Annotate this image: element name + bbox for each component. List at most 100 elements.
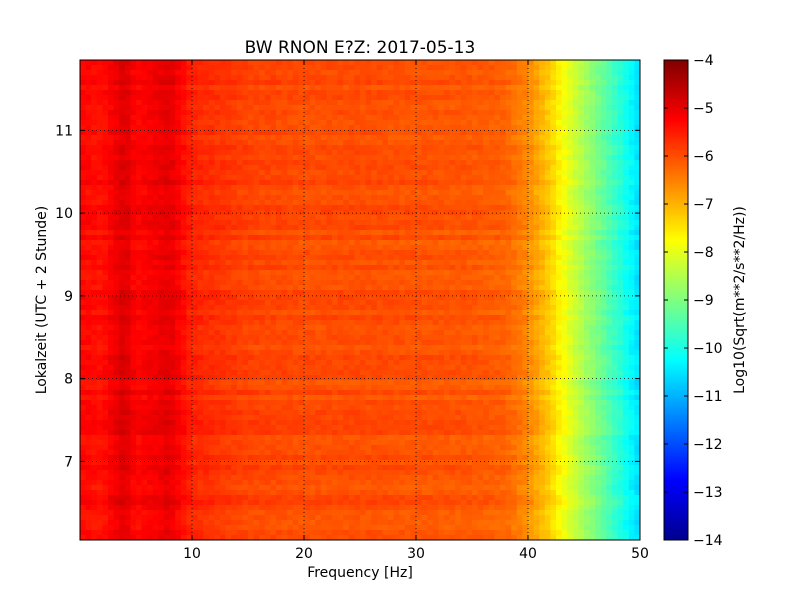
heatmap-cell <box>270 260 277 266</box>
heatmap-cell <box>102 235 109 241</box>
heatmap-cell <box>136 85 142 91</box>
heatmap-cell <box>259 115 266 121</box>
heatmap-cell <box>192 180 198 186</box>
heatmap-cell <box>388 120 394 126</box>
heatmap-cell <box>343 260 350 266</box>
heatmap-cell <box>612 140 618 146</box>
heatmap-cell <box>253 200 260 206</box>
heatmap-cell <box>203 195 210 201</box>
heatmap-cell <box>556 75 562 81</box>
heatmap-cell <box>130 115 137 121</box>
heatmap-cell <box>399 115 406 121</box>
heatmap-cell <box>220 280 226 286</box>
heatmap-cell <box>102 110 109 116</box>
heatmap-cell <box>421 85 428 91</box>
heatmap-cell <box>404 75 411 81</box>
heatmap-cell <box>432 215 439 221</box>
heatmap-cell <box>253 175 260 181</box>
heatmap-cell <box>136 80 142 86</box>
heatmap-cell <box>528 140 534 146</box>
heatmap-cell <box>606 105 613 111</box>
heatmap-cell <box>326 280 333 286</box>
heatmap-cell <box>287 265 294 271</box>
heatmap-cell <box>309 275 316 281</box>
heatmap-cell <box>208 230 215 236</box>
heatmap-cell <box>186 200 193 206</box>
heatmap-cell <box>298 260 305 266</box>
heatmap-cell <box>376 160 383 166</box>
heatmap-cell <box>567 240 574 246</box>
heatmap-cell <box>80 95 86 101</box>
heatmap-cell <box>113 130 120 136</box>
heatmap-cell <box>421 190 428 196</box>
heatmap-cell <box>197 280 204 286</box>
heatmap-cell <box>326 175 333 181</box>
heatmap-cell <box>561 300 568 306</box>
heatmap-cell <box>85 180 92 186</box>
heatmap-cell <box>505 140 512 146</box>
heatmap-cell <box>472 90 478 96</box>
heatmap-cell <box>192 160 198 166</box>
heatmap-cell <box>460 245 467 251</box>
heatmap-cell <box>505 80 512 86</box>
heatmap-cell <box>136 275 142 281</box>
heatmap-cell <box>175 205 182 211</box>
heatmap-cell <box>488 205 495 211</box>
heatmap-cell <box>326 245 333 251</box>
heatmap-cell <box>225 295 232 301</box>
heatmap-cell <box>432 180 439 186</box>
heatmap-cell <box>124 225 131 231</box>
heatmap-cell <box>578 125 585 131</box>
heatmap-cell <box>550 210 557 216</box>
heatmap-cell <box>248 305 254 311</box>
heatmap-cell <box>270 205 277 211</box>
heatmap-cell <box>141 230 148 236</box>
heatmap-cell <box>550 260 557 266</box>
heatmap-cell <box>270 75 277 81</box>
heatmap-cell <box>427 200 434 206</box>
heatmap-cell <box>175 160 182 166</box>
heatmap-cell <box>304 95 310 101</box>
heatmap-cell <box>80 160 86 166</box>
heatmap-cell <box>488 280 495 286</box>
heatmap-cell <box>136 280 142 286</box>
heatmap-cell <box>410 160 417 166</box>
heatmap-cell <box>253 285 260 291</box>
heatmap-cell <box>360 240 366 246</box>
heatmap-cell <box>175 295 182 301</box>
heatmap-cell <box>539 75 546 81</box>
heatmap-cell <box>320 180 327 186</box>
heatmap-cell <box>276 260 282 266</box>
heatmap-cell <box>214 155 221 161</box>
heatmap-cell <box>533 100 540 106</box>
heatmap-cell <box>494 255 501 261</box>
heatmap-cell <box>264 245 271 251</box>
heatmap-cell <box>556 230 562 236</box>
heatmap-cell <box>231 80 238 86</box>
heatmap-cell <box>130 65 137 71</box>
heatmap-cell <box>214 205 221 211</box>
heatmap-cell <box>511 155 518 161</box>
heatmap-cell <box>595 250 602 256</box>
heatmap-cell <box>399 160 406 166</box>
heatmap-cell <box>449 210 456 216</box>
heatmap-cell <box>427 165 434 171</box>
heatmap-cell <box>494 305 501 311</box>
heatmap-cell <box>214 110 221 116</box>
heatmap-cell <box>365 115 372 121</box>
heatmap-cell <box>315 125 322 131</box>
heatmap-cell <box>421 260 428 266</box>
heatmap-cell <box>528 90 534 96</box>
heatmap-cell <box>634 180 640 186</box>
heatmap-cell <box>281 215 288 221</box>
heatmap-cell <box>287 130 294 136</box>
heatmap-cell <box>320 120 327 126</box>
heatmap-cell <box>550 250 557 256</box>
heatmap-cell <box>320 125 327 131</box>
heatmap-cell <box>343 300 350 306</box>
heatmap-cell <box>634 75 640 81</box>
heatmap-cell <box>528 240 534 246</box>
heatmap-cell <box>231 105 238 111</box>
heatmap-cell <box>259 100 266 106</box>
heatmap-cell <box>550 100 557 106</box>
